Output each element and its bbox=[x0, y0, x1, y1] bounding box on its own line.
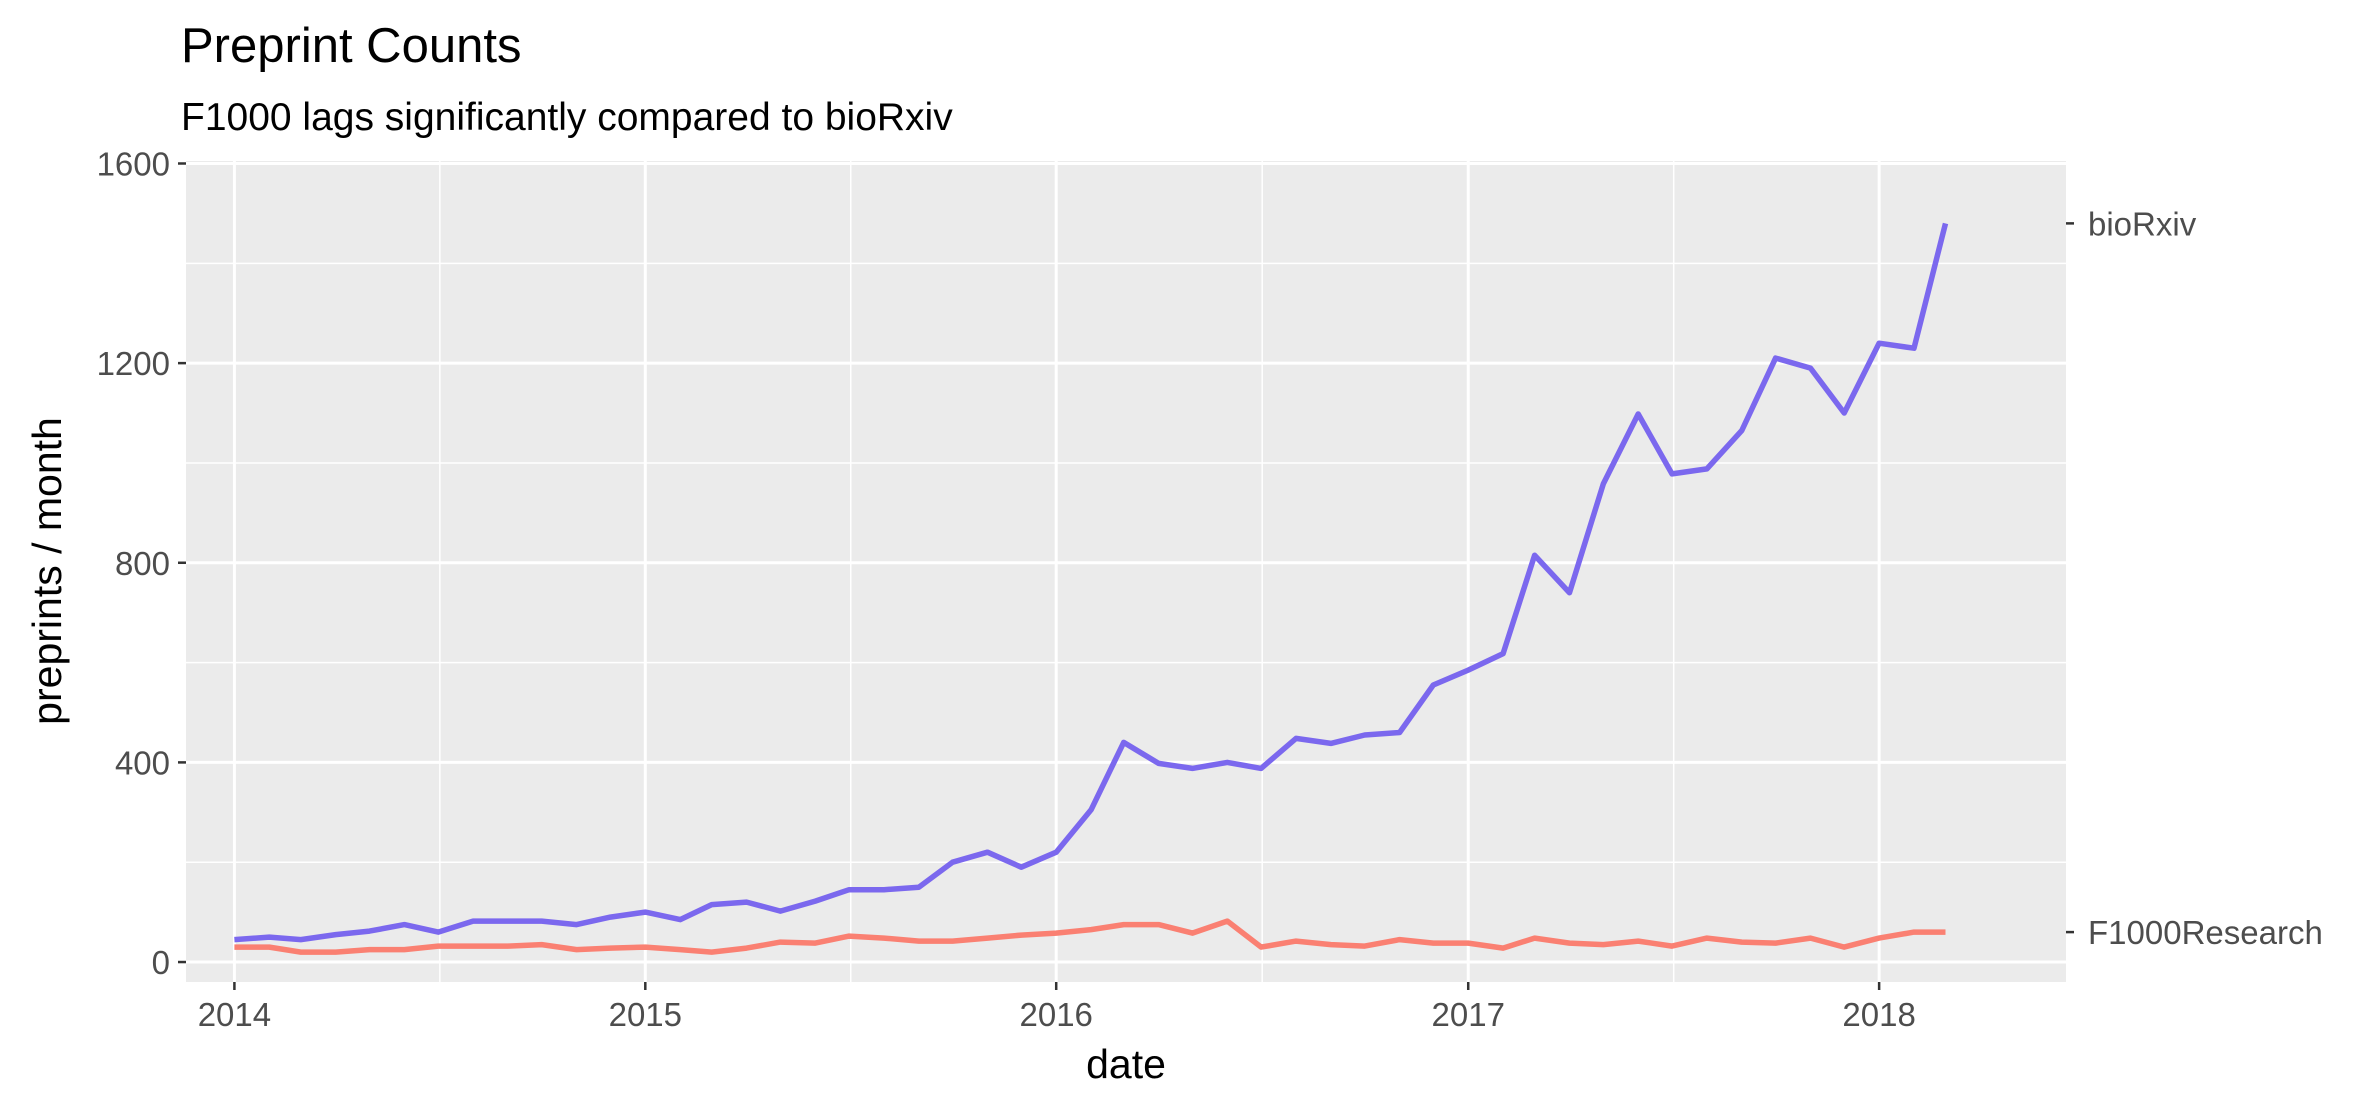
series-line-f1000research bbox=[234, 918, 1946, 955]
x-axis-title: date bbox=[1086, 1041, 1166, 1087]
y-axis: 0 400 800 1200 1600 bbox=[97, 145, 186, 981]
series-direct-labels: bioRxiv F1000Research bbox=[2066, 205, 2323, 951]
x-tick-label: 2018 bbox=[1842, 996, 1915, 1033]
series-label-biorxiv: bioRxiv bbox=[2088, 205, 2197, 242]
series-label-f1000research: F1000Research bbox=[2088, 914, 2323, 951]
y-tick-label: 1200 bbox=[97, 345, 170, 382]
chart-title: Preprint Counts bbox=[181, 19, 521, 73]
x-tick-label: 2014 bbox=[198, 996, 271, 1033]
y-tick-label: 800 bbox=[115, 545, 170, 582]
y-tick-label: 1600 bbox=[97, 145, 170, 182]
chart-subtitle: F1000 lags significantly compared to bio… bbox=[181, 96, 953, 139]
x-axis: 2014 2015 2016 2017 2018 bbox=[198, 982, 1916, 1033]
series-line-biorxiv bbox=[234, 222, 1949, 943]
major-gridlines bbox=[186, 161, 2066, 982]
series-lines bbox=[234, 222, 1949, 955]
y-tick-label: 0 bbox=[152, 944, 170, 981]
y-tick-label: 400 bbox=[115, 744, 170, 781]
y-axis-title: preprints / month bbox=[24, 417, 70, 725]
plot-panel bbox=[186, 161, 2066, 982]
x-tick-label: 2016 bbox=[1019, 996, 1092, 1033]
minor-gridlines bbox=[186, 161, 2066, 982]
x-tick-label: 2017 bbox=[1432, 996, 1505, 1033]
x-tick-label: 2015 bbox=[609, 996, 682, 1033]
